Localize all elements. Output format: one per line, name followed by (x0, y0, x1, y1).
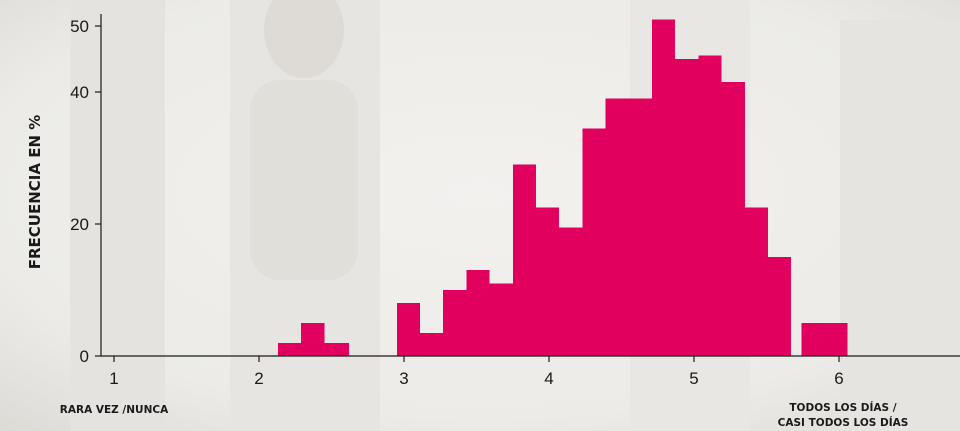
histogram-bar (535, 207, 560, 356)
histogram-bar (651, 19, 676, 357)
x-left-end-label: RARA VEZ /NUNCA (60, 404, 169, 416)
y-tick-label: 0 (80, 347, 89, 366)
x-tick-labels: 1 2 3 4 5 6 (109, 369, 843, 388)
histogram-bar (744, 207, 768, 356)
y-tick-label: 50 (70, 17, 89, 36)
y-tick-label: 40 (70, 83, 89, 102)
x-tick-label: 5 (689, 369, 698, 388)
y-axis-label: FRECUENCIA EN % (26, 115, 44, 270)
histogram-bar (801, 323, 848, 356)
y-tick-label: 20 (70, 215, 89, 234)
histogram-bar (512, 164, 536, 356)
histogram-bar (324, 342, 349, 356)
histogram-bar (419, 332, 444, 356)
x-tick-label: 3 (399, 369, 408, 388)
histogram-bar (675, 59, 699, 356)
histogram-bar (605, 98, 629, 356)
histogram-bar (466, 270, 490, 356)
histogram-bar (721, 82, 745, 356)
histogram-bar (443, 290, 467, 356)
x-right-end-label-line1: TODOS LOS DÍAS / (789, 401, 896, 414)
histogram-bar (489, 283, 513, 356)
x-tick-label: 2 (254, 369, 263, 388)
x-tick-label: 6 (834, 369, 843, 388)
histogram-bar (559, 227, 583, 356)
histogram-bars (277, 19, 848, 357)
x-tick-label: 4 (544, 369, 553, 388)
y-tick-labels: 0 20 40 50 (70, 17, 89, 366)
histogram-bar (396, 303, 420, 356)
x-tick-label: 1 (109, 369, 118, 388)
histogram-bar (582, 128, 606, 356)
histogram-bar (301, 323, 325, 356)
histogram-bar (277, 342, 302, 356)
histogram-bar (767, 257, 792, 356)
axes (95, 14, 960, 362)
histogram-bar (698, 55, 722, 356)
histogram-bar (628, 98, 652, 356)
x-right-end-label-line2: CASI TODOS LOS DÍAS (778, 416, 909, 429)
